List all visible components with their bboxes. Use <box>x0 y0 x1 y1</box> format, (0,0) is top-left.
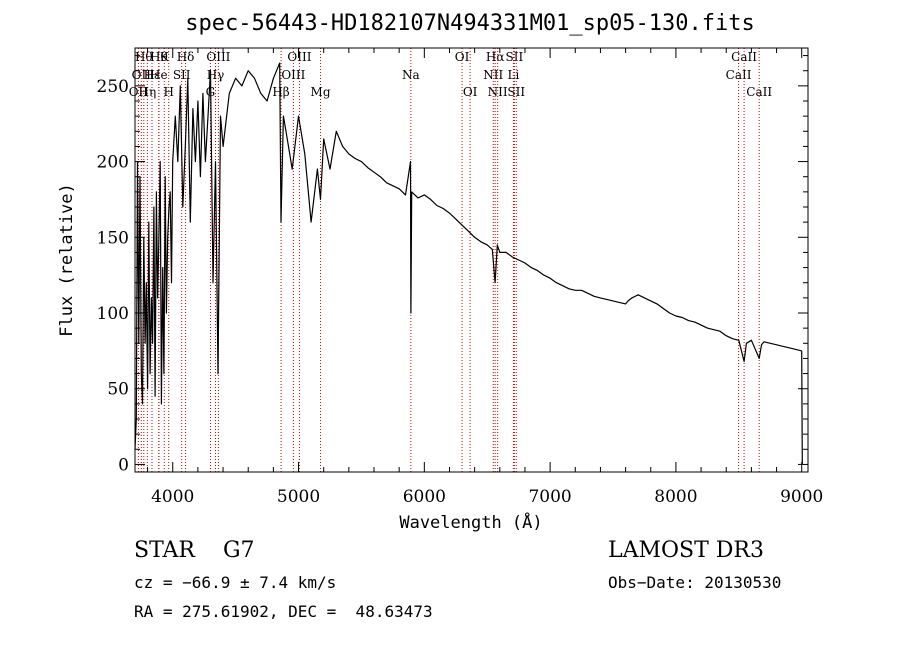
line-marker-label: OII <box>132 68 152 82</box>
y-tick-label: 0 <box>118 455 129 475</box>
line-marker-label: CaII <box>726 68 752 82</box>
line-marker-label: OI <box>455 50 470 64</box>
chart-title: spec-56443-HD182107N494331M01_sp05-130.f… <box>185 11 755 36</box>
coordinates: RA = 275.61902, DEC = 48.63473 <box>134 602 433 621</box>
line-marker-label: Li <box>507 68 519 82</box>
x-tick-label: 4000 <box>151 487 194 507</box>
line-marker-label: OIII <box>287 50 311 64</box>
redshift-line: cz = −66.9 ± 7.4 km/s <box>134 573 337 592</box>
line-marker-label: NII <box>488 85 508 99</box>
x-axis: 4000 5000 6000 7000 8000 9000 <box>147 48 823 507</box>
line-marker-label: Hθ <box>150 50 168 64</box>
line-marker-label: Hγ <box>207 68 225 82</box>
line-marker-label: Na <box>402 68 420 82</box>
line-marker-label: CaII <box>746 85 772 99</box>
spectral-line-markers: OIIOIIHθHηHεHeHθKHSIIHδGHγOIIIHβOIIIOIII… <box>129 48 772 472</box>
line-marker-label: Hη <box>138 85 156 99</box>
line-marker-label: SII <box>173 68 191 82</box>
y-tick-label: 150 <box>97 228 129 248</box>
y-axis-label: Flux (relative) <box>57 183 77 337</box>
line-marker-label: SII <box>506 50 524 64</box>
x-tick-label: 6000 <box>403 487 446 507</box>
line-marker-label: OIII <box>206 50 230 64</box>
object-class: STAR G7 <box>134 538 255 563</box>
plot-area <box>134 62 803 465</box>
object-class-value: STAR <box>134 538 195 563</box>
subclass-value: G7 <box>222 538 255 563</box>
line-marker-label: Mg <box>311 85 331 99</box>
line-marker-label: Hβ <box>272 85 289 99</box>
y-tick-label: 250 <box>97 77 129 97</box>
spectrum-chart: spec-56443-HD182107N494331M01_sp05-130.f… <box>57 11 823 533</box>
obs-date: Obs−Date: 20130530 <box>608 573 782 592</box>
y-tick-label: 200 <box>97 153 129 173</box>
line-marker-label: OI <box>463 85 478 99</box>
plot-frame <box>134 47 809 473</box>
spectrum-line-0 <box>134 62 803 465</box>
line-marker-label: NII <box>483 68 503 82</box>
line-marker-label: Hα <box>486 50 505 64</box>
y-tick-label: 100 <box>97 304 129 324</box>
line-marker-label: OIII <box>281 68 305 82</box>
line-marker-label: SII <box>507 85 525 99</box>
x-tick-label: 9000 <box>780 487 823 507</box>
y-axis: 0 50 100 150 200 250 <box>97 55 808 475</box>
x-tick-label: 8000 <box>654 487 697 507</box>
line-marker-label: Hθ <box>135 50 153 64</box>
line-marker-label: Hδ <box>177 50 195 64</box>
line-marker-label: CaII <box>731 50 757 64</box>
survey-name: LAMOST DR3 <box>608 538 764 563</box>
line-marker-label: OII <box>129 85 149 99</box>
line-marker-label: Hε <box>144 68 161 82</box>
line-marker-label: H <box>163 85 173 99</box>
x-axis-label: Wavelength (Å) <box>399 511 542 533</box>
x-tick-label: 7000 <box>528 487 571 507</box>
y-tick-label: 50 <box>107 380 129 400</box>
line-marker-label: K <box>160 50 170 64</box>
x-tick-label: 5000 <box>277 487 320 507</box>
